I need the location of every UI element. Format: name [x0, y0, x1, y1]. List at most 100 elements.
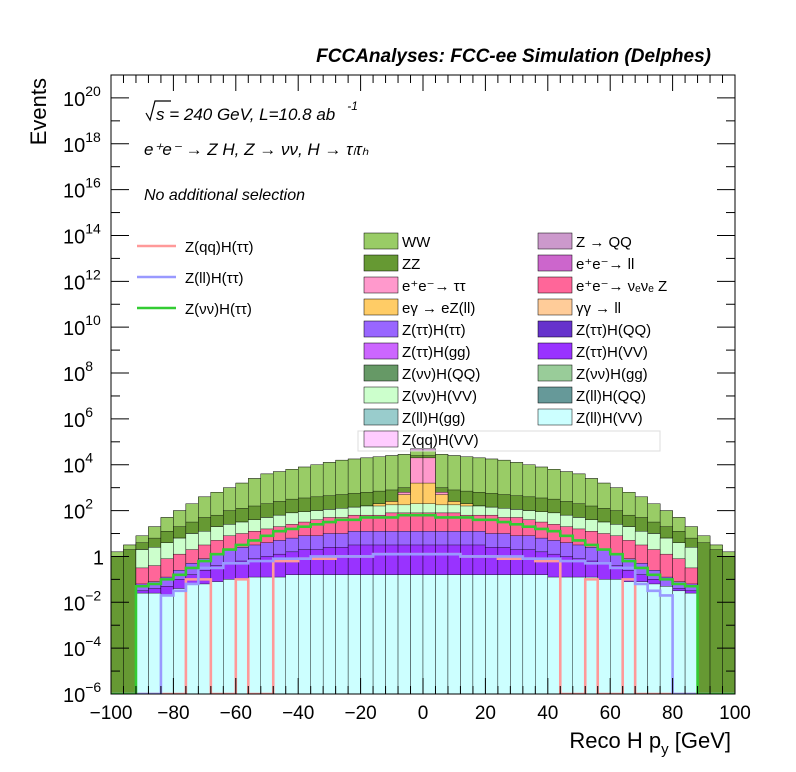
x-tick-label: 20 — [475, 703, 496, 724]
bar-9-21 — [372, 574, 386, 694]
y-tick-label: 104 — [63, 450, 93, 478]
bar-9-15 — [298, 574, 311, 694]
legend-signal-label: Z(ll)H(ττ) — [185, 270, 244, 287]
legend-bkg-label: Z(νν)H(gg) — [576, 366, 648, 383]
legend-signals: Z(qq)H(ττ) Z(ll)H(ττ) Z(νν)H(ττ) — [137, 239, 254, 318]
y-tick-label: 10−2 — [63, 587, 101, 615]
legend-bkg-label: Z(ll)H(VV) — [576, 410, 643, 427]
legend-bkg-swatch — [363, 430, 399, 448]
x-tick-label: −80 — [157, 703, 189, 724]
legend-bkg-swatch — [363, 254, 399, 272]
bar-9-35 — [547, 576, 561, 694]
bar-9-27 — [447, 574, 461, 694]
bar-9-2 — [135, 592, 149, 694]
bar-9-9 — [223, 579, 237, 694]
bar-2-47 — [697, 542, 711, 694]
y-tick-label: 1010 — [63, 312, 101, 340]
legend-bkg-swatch — [363, 386, 399, 404]
y-tick-label: 1012 — [63, 266, 101, 294]
legend-bkg-swatch — [537, 342, 573, 360]
chart-title: FCCAnalyses: FCC-ee Simulation (Delphes) — [316, 46, 711, 67]
y-tick-label: 1014 — [63, 220, 101, 248]
annotation-energy: s = 240 GeV, L=10.8 ab -1 — [145, 99, 358, 124]
legend-bkg-swatch — [363, 342, 399, 360]
bar-9-17 — [322, 574, 336, 694]
legend-bkg-swatch — [537, 408, 573, 426]
annotation-process: e⁺e⁻ → Z H, Z → νν, H → τₗτₕ — [144, 140, 369, 159]
bar-9-16 — [310, 574, 324, 694]
legend-bkg-label: Z → QQ — [576, 234, 632, 251]
x-tick-label: 0 — [418, 703, 429, 724]
legend-bkg-swatch — [537, 386, 573, 404]
x-tick-label: 100 — [719, 703, 751, 724]
bar-9-30 — [485, 574, 499, 694]
y-tick-label: 106 — [63, 404, 93, 432]
x-tick-label: 60 — [600, 703, 621, 724]
legend-bkg-swatch — [537, 276, 573, 294]
signal-lines — [111, 513, 735, 694]
bar-9-13 — [273, 576, 286, 694]
legend-bkg-label: Z(νν)H(QQ) — [402, 366, 480, 383]
legend-bkg-label: e⁺e⁻→ ττ — [402, 278, 466, 295]
bar-9-37 — [572, 576, 586, 694]
bar-9-10 — [235, 579, 249, 694]
bar-9-32 — [510, 574, 524, 694]
annotation-selection: No additional selection — [144, 187, 305, 204]
legend-bkg-label: Z(ττ)H(VV) — [576, 344, 648, 361]
bar-2-1 — [123, 549, 137, 694]
bar-9-34 — [535, 574, 549, 694]
legend-bkg-label: Z(qq)H(VV) — [402, 432, 479, 449]
legend-bkg-label: Z(νν)H(VV) — [402, 388, 477, 405]
x-tick-label: −100 — [90, 703, 133, 724]
bar-9-28 — [460, 574, 474, 694]
bar-9-18 — [335, 574, 349, 694]
bar-9-23 — [397, 574, 411, 694]
stack-layer-9 — [135, 574, 698, 694]
x-tick-label: −40 — [282, 703, 314, 724]
bar-9-25 — [422, 574, 436, 694]
bar-9-11 — [248, 576, 261, 694]
bar-9-4 — [160, 595, 174, 694]
signal-line-2 — [111, 513, 735, 694]
legend-bkg-swatch — [363, 298, 399, 316]
legend-bkg-swatch — [537, 232, 573, 250]
legend-bkg-swatch — [537, 298, 573, 316]
x-tick-label: −20 — [344, 703, 376, 724]
legend-signal-label: Z(qq)H(ττ) — [185, 239, 254, 256]
legend-signal-label: Z(νν)H(ττ) — [185, 301, 252, 318]
bar-9-38 — [585, 576, 598, 694]
legend-bkg-label: Z(ll)H(gg) — [402, 410, 465, 427]
legend-bkg-label: Z(ττ)H(ττ) — [402, 322, 466, 339]
x-axis-ticks: −100 −80 −60 −40 −20 0 20 40 60 80 100 — [90, 75, 751, 724]
bar-9-40 — [610, 579, 623, 694]
bar-2-48 — [709, 549, 723, 694]
legend-bkg-swatch — [537, 254, 573, 272]
bar-9-7 — [198, 583, 212, 694]
legend-bkg-swatch — [363, 320, 399, 338]
legend-bkg-label: eγ → eZ(ll) — [402, 300, 475, 317]
legend-bkg-label: ZZ — [402, 256, 420, 273]
bar-9-24 — [410, 574, 424, 694]
bar-9-20 — [360, 574, 374, 694]
legend-bkg-swatch — [537, 364, 573, 382]
legend-bkg-swatch — [363, 276, 399, 294]
x-tick-label: −60 — [220, 703, 252, 724]
legend-bkg-swatch — [363, 232, 399, 250]
y-tick-label: 1016 — [63, 175, 101, 203]
bar-9-26 — [435, 574, 449, 694]
bar-9-3 — [148, 592, 162, 694]
bar-9-33 — [522, 574, 536, 694]
bar-9-12 — [260, 576, 274, 694]
bar-9-5 — [173, 588, 187, 694]
y-axis-label: Events — [26, 78, 51, 145]
legend-bkg-label: Z(ll)H(QQ) — [576, 388, 646, 405]
legend-bkg-label: WW — [402, 234, 431, 251]
y-tick-label: 10−4 — [63, 633, 101, 661]
y-tick-label: 10−6 — [63, 679, 101, 707]
bar-9-22 — [385, 574, 399, 694]
bar-9-44 — [659, 586, 673, 694]
bar-9-19 — [347, 574, 361, 694]
bar-9-41 — [622, 581, 636, 694]
legend-bkg-swatch — [363, 364, 399, 382]
